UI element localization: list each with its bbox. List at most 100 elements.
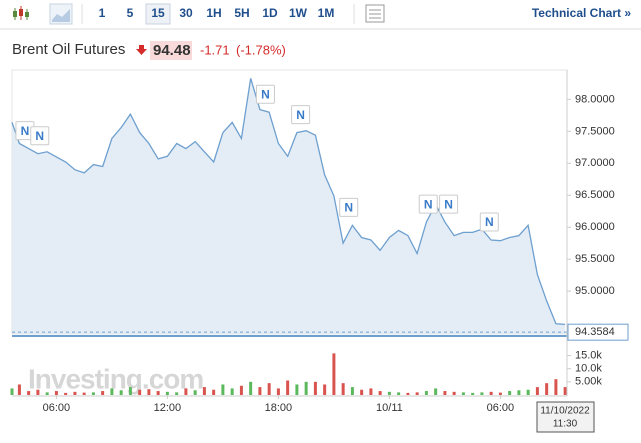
price-highlight (150, 41, 192, 60)
volume-bar (397, 392, 401, 395)
volume-bar (434, 388, 438, 395)
volume-tick-label: 5.00k (575, 376, 602, 388)
news-marker-label[interactable]: N (35, 129, 44, 143)
x-tick-label: 12:00 (154, 402, 182, 414)
volume-bar (526, 389, 530, 395)
news-marker[interactable] (439, 194, 459, 214)
volume-bar (101, 391, 105, 395)
change-percent: (-1.78%) (236, 42, 286, 57)
news-marker-label[interactable]: N (485, 215, 494, 229)
volume-bar (36, 389, 40, 395)
y-tick-label: 97.0000 (575, 157, 615, 169)
interval-button[interactable]: 15 (151, 6, 165, 20)
x-tick-label: 18:00 (265, 402, 293, 414)
volume-bar (508, 391, 512, 395)
volume-bar (563, 387, 567, 395)
interval-button[interactable]: 1D (262, 6, 278, 20)
last-price-label: 94.3584 (575, 326, 615, 338)
volume-bar (471, 392, 475, 395)
volume-bar (452, 391, 456, 395)
y-tick-label: 96.0000 (575, 221, 615, 233)
volume-bar (323, 384, 327, 395)
volume-bar (341, 383, 345, 395)
volume-bar (17, 384, 21, 395)
volume-bar (27, 391, 31, 395)
news-marker-label[interactable]: N (344, 201, 353, 215)
volume-bar (221, 384, 225, 395)
volume-bar (110, 388, 114, 395)
x-tick-label: 06:00 (43, 402, 71, 414)
news-marker[interactable] (339, 197, 359, 217)
instrument-title: Brent Oil Futures (12, 41, 125, 58)
news-marker[interactable] (291, 105, 311, 125)
candle-icon[interactable] (13, 6, 29, 20)
volume-bar (498, 392, 502, 395)
volume-bar (350, 387, 354, 395)
volume-bar (424, 391, 428, 395)
volume-bar (258, 387, 262, 395)
interval-button[interactable]: 1 (99, 6, 106, 20)
price: 94.48 (153, 42, 191, 59)
volume-bar (443, 391, 447, 395)
volume-bar (128, 387, 132, 395)
volume-bar (387, 391, 391, 395)
y-tick-label: 95.0000 (575, 285, 615, 297)
y-tick-label: 97.5000 (575, 125, 615, 137)
interval-button[interactable]: 1W (289, 6, 308, 20)
volume-bar (517, 390, 521, 395)
technical-chart-link[interactable]: Technical Chart » (532, 6, 631, 20)
volume-bar (480, 392, 484, 395)
news-marker-label[interactable]: N (21, 124, 30, 138)
interval-button[interactable]: 1H (206, 6, 221, 20)
interval-button[interactable]: 30 (179, 6, 193, 20)
volume-bar (202, 387, 206, 395)
volume-bar (378, 391, 382, 395)
table-icon[interactable] (365, 4, 385, 23)
interval-button[interactable]: 1M (318, 6, 335, 20)
news-marker[interactable] (30, 126, 50, 146)
x-tick-label: 06:00 (487, 402, 515, 414)
volume-bar (554, 379, 558, 395)
tooltip-date: 11/10/2022 (540, 406, 590, 417)
volume-bar (73, 391, 77, 395)
watermark: Investing.com (28, 363, 203, 394)
price-line (11, 78, 566, 326)
volume-bar (276, 388, 280, 395)
news-marker[interactable] (255, 84, 275, 104)
volume-bar (332, 353, 336, 395)
volume-bar (193, 390, 197, 395)
volume-bar (267, 383, 271, 395)
volume-bar (147, 389, 151, 395)
news-marker[interactable] (418, 194, 438, 214)
volume-bar (54, 391, 58, 395)
volume-bar (461, 392, 465, 395)
news-marker-label[interactable]: N (444, 197, 453, 211)
volume-bar (535, 387, 539, 395)
volume-bar (545, 383, 549, 395)
volume-bar (138, 389, 142, 395)
tooltip-box (536, 401, 595, 433)
news-marker-label[interactable]: N (261, 87, 270, 101)
down-arrow (136, 45, 147, 55)
y-tick-label: 96.5000 (575, 189, 615, 201)
news-marker-label[interactable]: N (424, 197, 433, 211)
volume-tick-label: 15.0k (575, 349, 602, 361)
volume-bar (295, 384, 299, 395)
change: -1.71 (200, 42, 230, 57)
volume-bar (360, 389, 364, 395)
volume-bar (45, 392, 49, 395)
volume-bar (249, 381, 253, 395)
volume-bar (64, 392, 68, 395)
area-icon[interactable] (49, 3, 73, 25)
news-marker-label[interactable]: N (296, 108, 305, 122)
y-tick-label: 95.5000 (575, 253, 615, 265)
news-marker[interactable] (479, 212, 499, 232)
volume-bar (91, 392, 95, 395)
volume-tick-label: 10.0k (575, 363, 602, 375)
interval-button[interactable]: 5 (127, 6, 134, 20)
interval-button[interactable]: 5H (234, 6, 249, 20)
volume-bar (304, 381, 308, 395)
volume-bar (82, 392, 86, 395)
